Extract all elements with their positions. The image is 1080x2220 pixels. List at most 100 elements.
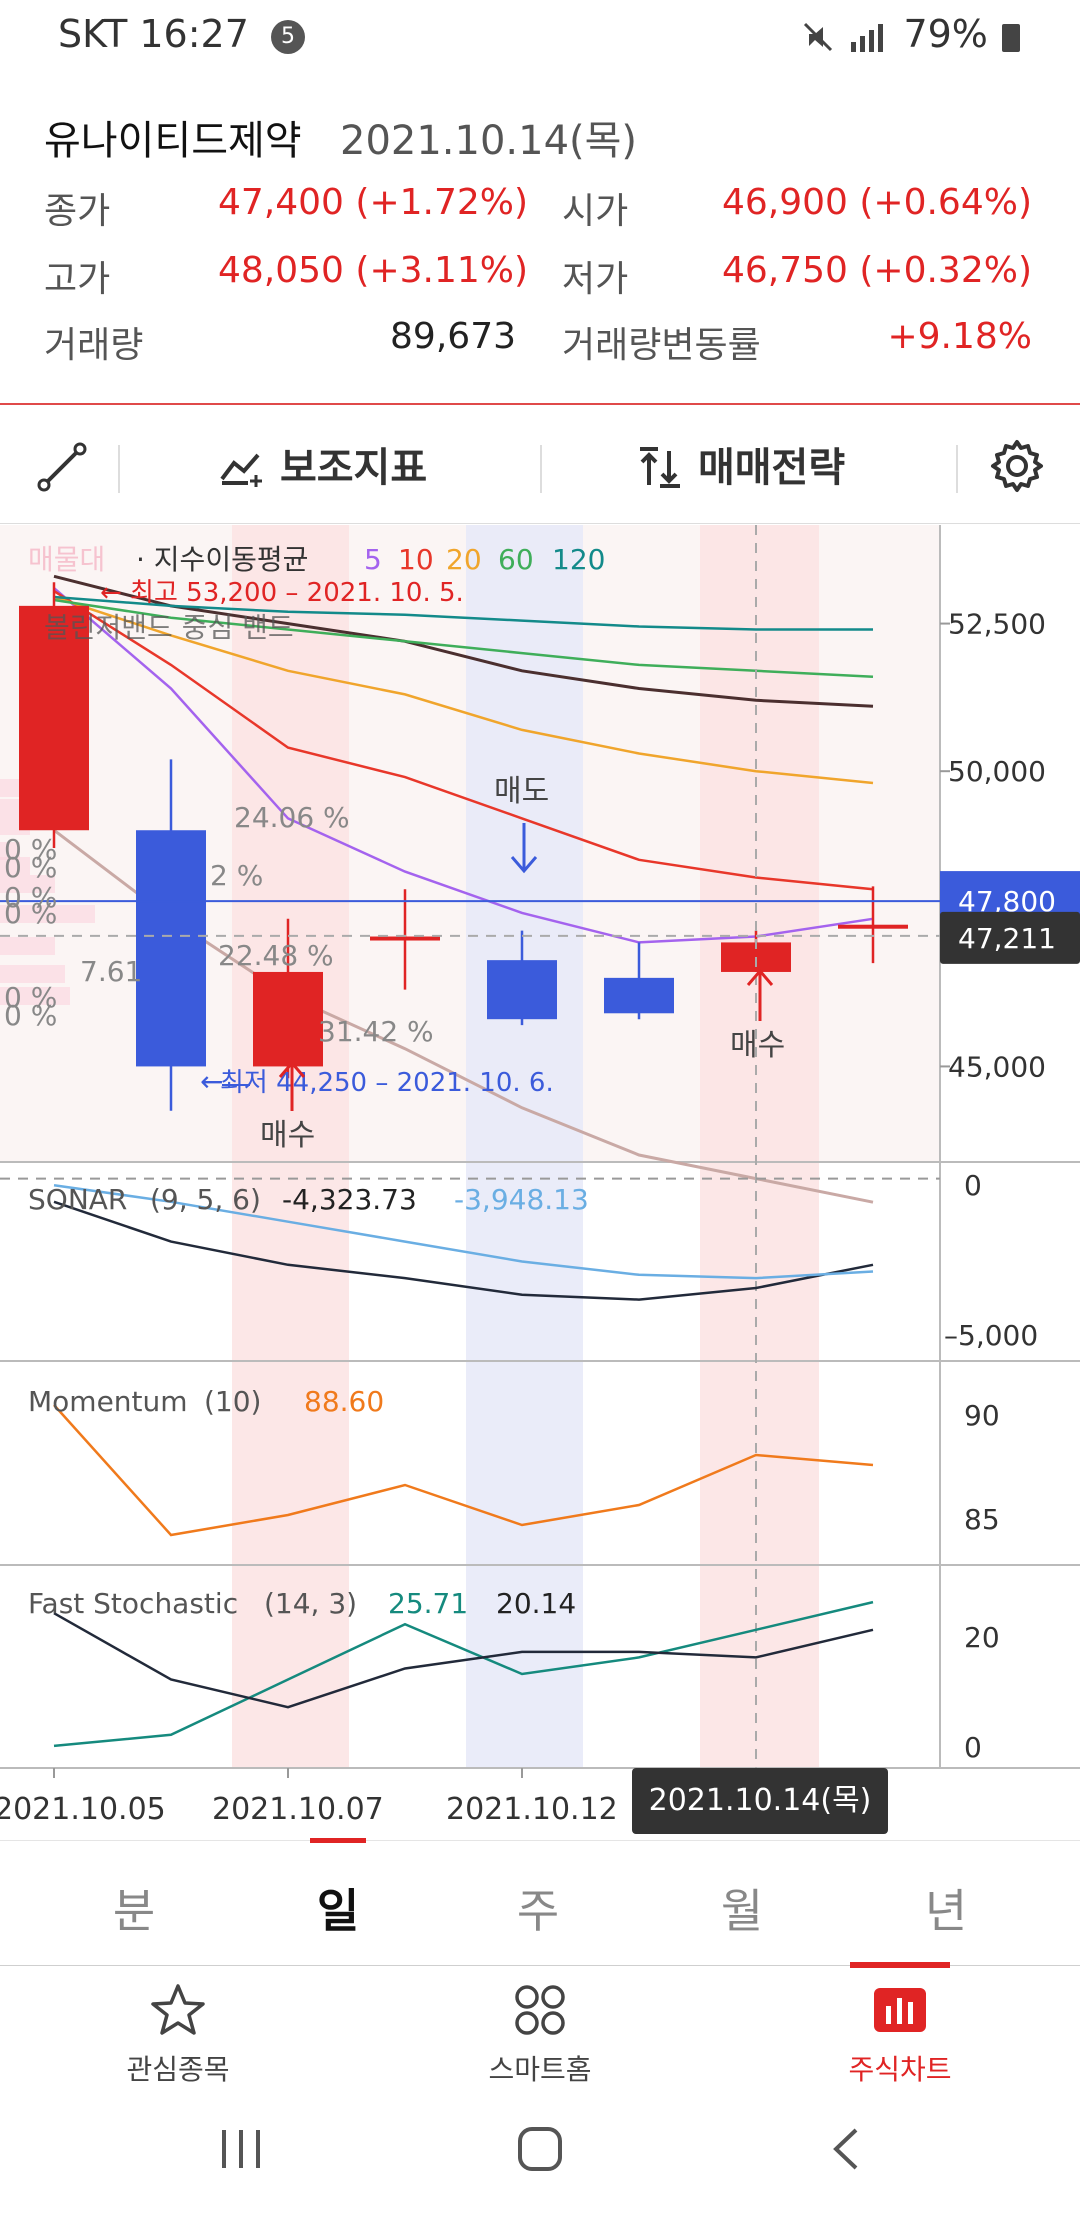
buy-signal-label: 매수 (730, 1028, 785, 1063)
system-navigation (0, 2094, 1080, 2220)
volume-profile-pct: 0 % (4, 981, 57, 1014)
nav-smarthome-label: 스마트홈 (488, 2053, 592, 2086)
volume-profile-pct: 24.06 % (234, 801, 350, 834)
volume-profile-pct: 0 % (4, 851, 57, 884)
indicator-icon (220, 453, 262, 487)
nav-stockchart[interactable]: 주식차트 (800, 1982, 1000, 2088)
low-label: 저가 (562, 259, 629, 300)
chart-toolbar: 보조지표 매매전략 (0, 405, 1080, 524)
candle-body (487, 960, 557, 1020)
candle-body (604, 977, 674, 1014)
candle-body (253, 971, 323, 1067)
period-tabs: 분 일 주 월 년 (0, 1840, 1080, 1966)
tab-day[interactable]: 일 (316, 1884, 360, 1938)
nav-active-indicator (850, 1962, 950, 1968)
carrier-time-text: SKT 16:27 (58, 12, 249, 56)
stochastic-value-1: 25.71 (388, 1587, 468, 1620)
candle-body (136, 830, 206, 1067)
signal-icon (851, 23, 884, 52)
sonar-title: SONAR (28, 1183, 127, 1216)
volume-value: 89,673 (390, 316, 516, 357)
tab-year[interactable]: 년 (924, 1884, 968, 1938)
sonar-value-2: -3,948.13 (454, 1183, 589, 1216)
momentum-params: (10) (204, 1385, 261, 1418)
buy-arrowhead-2 (278, 1060, 306, 1078)
toolbar-separator (540, 445, 542, 493)
candle-body (370, 936, 440, 941)
volume-profile-pct: 7.61 (80, 955, 142, 988)
nav-smarthome[interactable]: 스마트홈 (440, 1982, 640, 2088)
candle-body (838, 924, 908, 929)
ma-20-line (53, 595, 874, 785)
stock-summary: 유나이티드제약 2021.10.14(목) 종가 47,400 (+1.72%)… (0, 90, 1080, 405)
volume-label: 거래량 (44, 325, 144, 366)
stochastic-series-line (53, 1612, 874, 1709)
sort-arrows-icon (640, 447, 680, 488)
volume-profile-pct: 0 % (4, 897, 57, 930)
volume-profile-bar (0, 842, 20, 860)
tab-week[interactable]: 주 (516, 1884, 560, 1938)
high-annotation: ← 최고 53,200 – 2021. 10. 5. (100, 578, 464, 608)
high-value: 48,050 (+3.11%) (218, 250, 529, 291)
momentum-value: 88.60 (304, 1385, 384, 1418)
home-icon[interactable] (515, 2124, 565, 2174)
strategy-label: 매매전략 (697, 445, 846, 491)
signal-band (232, 525, 349, 1768)
volume-profile-pct: 2 % (210, 859, 263, 892)
status-bar: SKT 16:27 5 79% (0, 0, 1080, 70)
nav-watchlist-label: 관심종목 (126, 2053, 230, 2086)
buy-arrowhead (746, 968, 774, 986)
momentum-series-line (53, 1404, 874, 1537)
nav-watchlist[interactable]: 관심종목 (78, 1982, 278, 2088)
tab-minute[interactable]: 분 (112, 1884, 156, 1938)
status-icons: 79% (801, 12, 1022, 56)
strategy-button[interactable]: 매매전략 (636, 435, 845, 493)
momentum-title: Momentum (28, 1385, 188, 1418)
sonar-value-1: -4,323.73 (282, 1183, 417, 1216)
indicator-button[interactable]: 보조지표 (218, 435, 427, 493)
sonar-y-tick: 0 (964, 1169, 982, 1202)
battery-text: 79% (903, 12, 988, 56)
bar-chart-icon (874, 1988, 926, 2032)
high-label: 고가 (44, 259, 111, 300)
nav-stockchart-label: 주식차트 (848, 2053, 952, 2086)
volume-profile-bar (0, 857, 30, 875)
bottom-navigation: 관심종목 스마트홈 주식차트 (0, 1964, 1080, 2094)
low-arrow: ← (200, 1065, 223, 1098)
cursor-price-text: 47,211 (958, 922, 1056, 955)
stock-name: 유나이티드제약 (44, 118, 302, 164)
x-tick-label: 2021.10.07 (212, 1792, 384, 1827)
x-axis: 2021.10.05 2021.10.07 2021.10.12 2021.10… (0, 1768, 1080, 1840)
summary-divider (0, 403, 1080, 405)
volume-profile-label: 매물대 (28, 543, 105, 576)
back-icon[interactable] (822, 2124, 872, 2174)
buy-signal-label-2: 매수 (260, 1118, 315, 1153)
momentum-y-tick: 85 (964, 1503, 1000, 1536)
settings-gear-icon[interactable] (988, 437, 1046, 495)
volume-profile-pct: 0 % (4, 999, 57, 1032)
ema-legend-label: · 지수이동평균 (136, 543, 308, 576)
x-tick-label: 2021.10.05 (0, 1792, 166, 1827)
indicator-label: 보조지표 (279, 445, 428, 491)
open-value: 46,900 (+0.64%) (721, 182, 1032, 223)
ma-10-line (53, 590, 874, 891)
recent-apps-icon[interactable] (216, 2124, 266, 2174)
ma-legend-10: 10 (398, 543, 434, 576)
volume-profile-bar (0, 905, 95, 923)
signal-band (700, 525, 819, 1768)
chart-svg[interactable]: SONAR (9, 5, 6) -4,323.73 -3,948.13 0–5,000 … (0, 525, 1080, 1845)
tab-month[interactable]: 월 (720, 1884, 764, 1938)
ma-legend-20: 20 (446, 543, 482, 576)
volume-profile-pct: 22.48 % (218, 939, 334, 972)
low-annotation: 최저 44,250 – 2021. 10. 6. (220, 1068, 554, 1098)
close-label: 종가 (44, 191, 111, 232)
volume-change-label: 거래량변동률 (562, 325, 761, 366)
y-tick-label: 52,500 (948, 608, 1046, 641)
cursor-price-badge (940, 911, 1080, 964)
draw-line-icon[interactable] (34, 439, 90, 495)
active-tab-indicator (310, 1838, 366, 1843)
stock-chart-area[interactable]: SONAR (9, 5, 6) -4,323.73 -3,948.13 0 –5,000 … (0, 525, 1080, 1845)
stochastic-y-tick: 0 (964, 1731, 982, 1764)
y-tick-label: 45,000 (948, 1050, 1046, 1083)
grid-circles-icon (515, 1985, 565, 2035)
